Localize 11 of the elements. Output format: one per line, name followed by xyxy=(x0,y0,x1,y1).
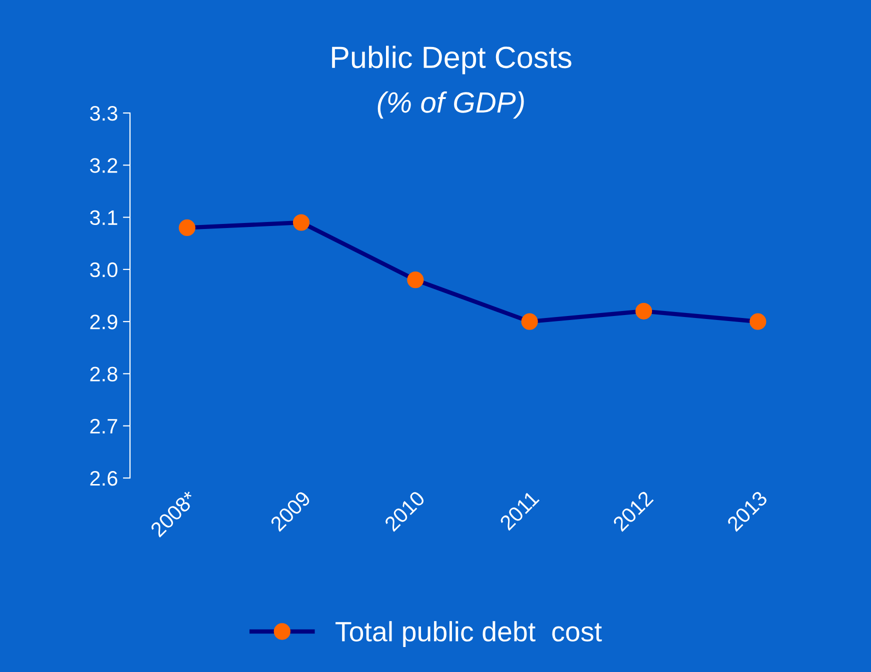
y-tick-label: 2.9 xyxy=(90,314,118,330)
chart-subtitle: (% of GDP) xyxy=(378,91,524,119)
y-tick-label: 3.3 xyxy=(90,106,118,121)
y-tick-label: 2.8 xyxy=(90,366,118,382)
y-tick-label: 2.7 xyxy=(90,418,118,434)
y-tick-label: 2.6 xyxy=(90,471,118,486)
y-tick-label: 3.1 xyxy=(90,210,118,226)
y-tick-label: 3.2 xyxy=(90,158,118,173)
legend-label: Total public debt cost xyxy=(336,621,602,647)
chart-title: Public Dept Costs xyxy=(332,46,572,74)
y-tick-label: 3.0 xyxy=(90,262,118,278)
